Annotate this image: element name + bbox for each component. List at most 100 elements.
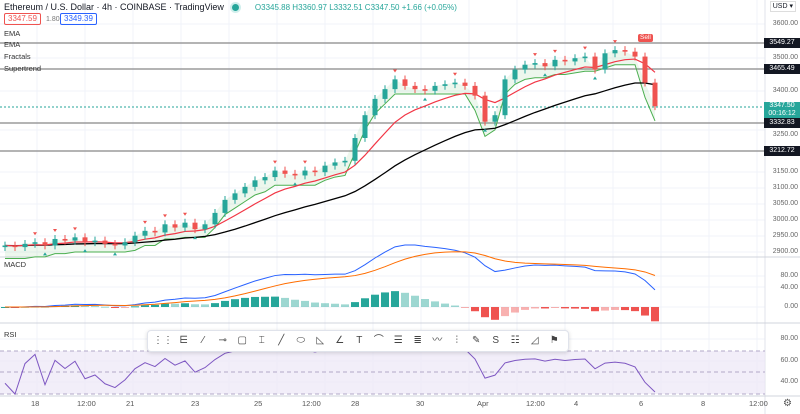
symbol-title[interactable]: Ethereum / U.S. Dollar · 4h · COINBASE ·… [4, 2, 224, 12]
candle-body [422, 89, 428, 91]
grip-icon[interactable]: ⋮⋮ [153, 335, 173, 346]
macd-histogram-bar [631, 307, 639, 312]
candle-body [312, 170, 318, 173]
macd-histogram-bar [591, 307, 599, 312]
macd-histogram-bar [131, 306, 139, 308]
macd-histogram-bar [541, 307, 549, 309]
price-tag-level2: 3465.49 [764, 64, 800, 74]
rsi-axis-60: 60.00 [780, 357, 798, 364]
macd-histogram-bar [191, 304, 199, 307]
candle-body [512, 69, 518, 80]
candle-body [322, 165, 328, 173]
candle-body [462, 82, 468, 86]
macd-histogram-bar [351, 302, 359, 307]
candle-body [212, 212, 218, 225]
candle-body [452, 82, 458, 85]
settings-gear-icon[interactable]: ⚙ [783, 398, 792, 409]
candle-body [642, 56, 648, 83]
fractal-up-icon [143, 220, 147, 224]
fractal-down-icon [543, 73, 547, 77]
macd-histogram-bar [651, 307, 659, 322]
fractal-down-icon [43, 252, 47, 256]
macd-histogram-bar [391, 291, 399, 307]
brush-icon[interactable]: ✎ [472, 335, 481, 346]
macd-histogram-bar [461, 307, 469, 308]
macd-histogram-bar [571, 307, 579, 309]
indicator-ema-1[interactable]: EMA [4, 29, 21, 38]
time-axis-label: 4 [574, 399, 579, 408]
macd-histogram-bar [91, 306, 99, 308]
fractal-down-icon [483, 128, 487, 132]
text-icon[interactable]: T [356, 335, 363, 346]
trend-angle-icon[interactable]: ⁄ [202, 335, 205, 346]
rectangle-icon[interactable]: ▢ [237, 335, 247, 346]
candle-body [412, 85, 418, 90]
macd-histogram-bar [491, 307, 499, 320]
indicator-ema-2[interactable]: EMA [4, 40, 21, 49]
candle-body [582, 56, 588, 59]
candle-body [482, 95, 488, 122]
currency-select[interactable]: USD ▾ [769, 1, 796, 12]
macd-histogram-bar [211, 303, 219, 307]
bar-countdown: 00:16:12 [768, 110, 796, 117]
fractal-down-icon [113, 252, 117, 256]
macd-histogram-bar [441, 303, 449, 307]
fractal-up-icon [183, 212, 187, 216]
candle-body [42, 242, 48, 246]
candle-body [282, 170, 288, 174]
candle-body [252, 180, 258, 187]
macd-histogram-bar [371, 294, 379, 307]
rsi-label[interactable]: RSI [4, 330, 17, 339]
time-axis-label: 12:00 [526, 399, 545, 408]
macd-histogram-bar [111, 307, 119, 308]
fractal-up-icon [533, 53, 537, 57]
macd-histogram-bar [471, 307, 479, 312]
indicator-fractals[interactable]: Fractals [4, 52, 31, 61]
angle-icon[interactable]: ◿ [530, 335, 539, 346]
macd-histogram-bar [321, 303, 329, 307]
long-position-icon[interactable]: ☰ [393, 335, 403, 346]
trendline-icon[interactable]: ╱ [278, 335, 285, 346]
curve-icon[interactable]: S [492, 335, 500, 346]
bars-pattern-icon[interactable]: ⫶ [455, 335, 459, 346]
fib-icon[interactable]: ≣ [413, 335, 422, 346]
macd-histogram-bar [81, 305, 89, 307]
candle-body [202, 224, 208, 230]
candle-body [552, 59, 558, 67]
time-axis-label: 21 [126, 399, 135, 408]
candle-body [12, 245, 18, 248]
candle-body [162, 224, 168, 233]
macd-histogram-bar [301, 300, 309, 307]
drawing-toolbar: ⋮⋮ ⋿ ⁄ ⊸ ▢ ⌶ ╱ ⬭ ◺ ∠ T ⌒ ☰ ≣ 〰 ⫶ ✎ S ☷ ◿ ⚑ [147, 330, 569, 352]
candle-body [532, 63, 538, 65]
fractal-up-icon [583, 46, 587, 50]
triangle-icon[interactable]: ◺ [316, 335, 325, 346]
date-range-icon[interactable]: ⌶ [258, 335, 265, 346]
polyline-icon[interactable]: 〰 [432, 335, 443, 346]
macd-histogram-bar [241, 297, 249, 307]
price-axis-label: 3150.00 [772, 168, 798, 175]
indicator-supertrend[interactable]: Supertrend [4, 64, 42, 73]
fractal-up-icon [613, 40, 617, 44]
candle-body [612, 50, 618, 54]
macd-histogram-bar [361, 298, 369, 307]
candle-body [102, 240, 108, 244]
sell-price-button[interactable]: 3347.59 [4, 13, 41, 25]
macd-histogram-bar [511, 307, 519, 313]
macd-label[interactable]: MACD [4, 260, 27, 269]
pitchfork-icon[interactable]: ⋿ [179, 335, 189, 346]
buy-price-button[interactable]: 3349.39 [60, 13, 97, 25]
price-range-icon[interactable]: ☷ [510, 335, 520, 346]
candle-body [572, 58, 578, 62]
flag-icon[interactable]: ⚑ [549, 335, 559, 346]
candle-body [592, 56, 598, 70]
macd-histogram-bar [271, 296, 279, 307]
arc-icon[interactable]: ⌒ [373, 335, 384, 346]
path-icon[interactable]: ∠ [335, 335, 345, 346]
candle-body [602, 53, 608, 70]
chart-header: Ethereum / U.S. Dollar · 4h · COINBASE ·… [4, 2, 457, 13]
price-axis-label: 2950.00 [772, 232, 798, 239]
horizontal-ray-icon[interactable]: ⊸ [218, 335, 227, 346]
ellipse-icon[interactable]: ⬭ [296, 335, 306, 346]
